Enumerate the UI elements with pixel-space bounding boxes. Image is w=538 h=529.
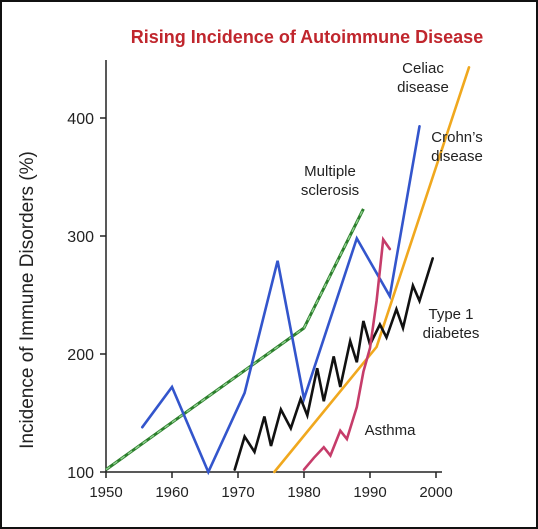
- multiple-sclerosis-line-dash: [105, 208, 365, 471]
- crohn-s-disease-label-line: Crohn’s: [431, 129, 482, 146]
- plot-area: [105, 66, 471, 476]
- asthma-label-line: Asthma: [365, 422, 417, 439]
- axes: 1950 1960 1970 1980 1990 2000 100 200 300 400: [67, 60, 453, 501]
- x-tick-label: 1990: [353, 484, 386, 501]
- celiac-disease-line: [272, 66, 471, 474]
- type-1-diabetes-label: Type 1 diabetes: [423, 306, 480, 342]
- y-axis-label: Incidence of Immune Disorders (%): [17, 151, 38, 449]
- y-tick-label: 300: [67, 229, 94, 246]
- type-1-diabetes-label-line: Type 1: [428, 306, 473, 323]
- x-tick-label: 2000: [419, 484, 452, 501]
- x-tick-label: 1980: [287, 484, 320, 501]
- series-labels: Multiple sclerosis Celiac disease Crohn’s dis…: [301, 60, 483, 439]
- crohn-s-disease-label: Crohn’s disease: [431, 129, 483, 165]
- celiac-disease-label: Celiac disease: [397, 60, 449, 96]
- x-tick-label: 1950: [89, 484, 122, 501]
- y-tick-label: 100: [67, 465, 94, 482]
- multiple-sclerosis-label-line: sclerosis: [301, 182, 359, 199]
- y-tick-label: 200: [67, 347, 94, 364]
- celiac-disease-label-line: disease: [397, 79, 449, 96]
- y-tick-label: 400: [67, 111, 94, 128]
- multiple-sclerosis-label: Multiple sclerosis: [301, 163, 359, 199]
- chart-title: Rising Incidence of Autoimmune Disease: [131, 27, 483, 47]
- crohn-s-disease-label-line: disease: [431, 148, 483, 165]
- type-1-diabetes-label-line: diabetes: [423, 325, 480, 342]
- x-tick-label: 1970: [221, 484, 254, 501]
- asthma-line: [302, 235, 392, 471]
- multiple-sclerosis-label-line: Multiple: [304, 163, 356, 180]
- x-tick-label: 1960: [155, 484, 188, 501]
- asthma-label: Asthma: [365, 422, 417, 439]
- celiac-disease-label-line: Celiac: [402, 60, 444, 77]
- type-1-diabetes-line: [233, 257, 435, 471]
